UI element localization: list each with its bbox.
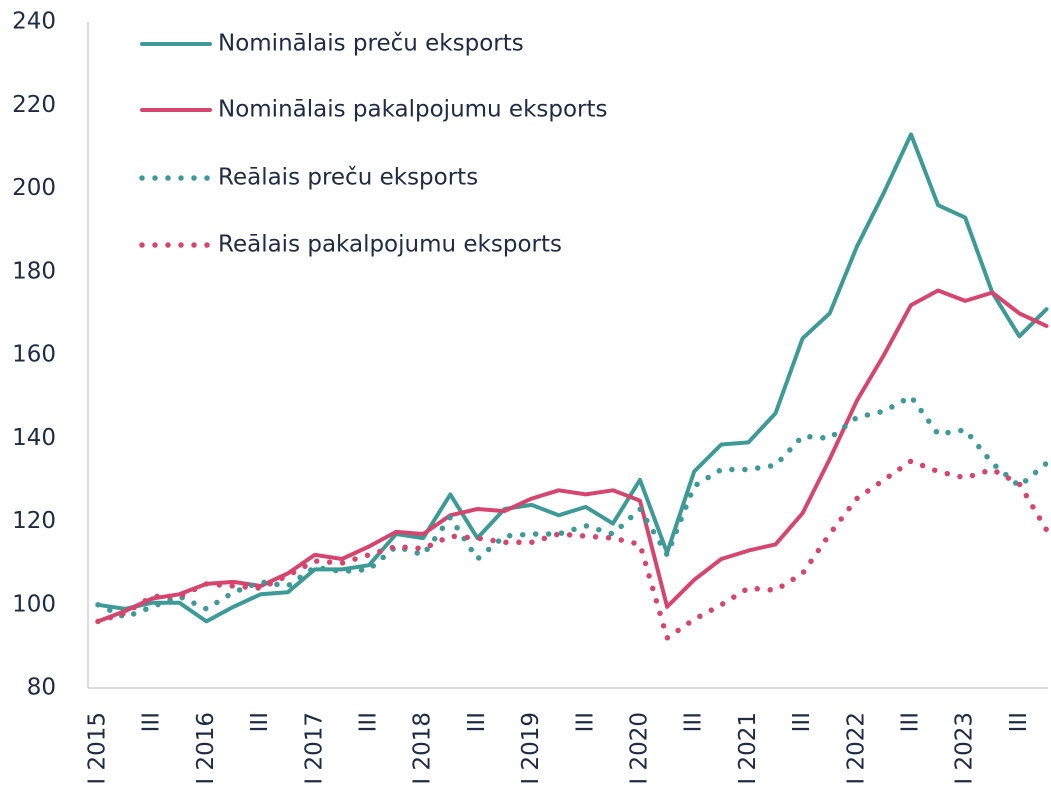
y-tick-label: 140 <box>12 425 56 451</box>
x-tick-label: III <box>139 712 165 732</box>
x-tick-label: I 2021 <box>735 712 761 785</box>
x-tick-label: I 2022 <box>843 712 869 785</box>
x-tick-label: III <box>572 712 598 732</box>
x-tick-label: I 2018 <box>410 712 436 785</box>
x-tick-label: III <box>356 712 382 732</box>
y-tick-label: 220 <box>12 92 56 118</box>
series-line <box>96 132 1049 624</box>
x-tick-label: I 2020 <box>627 712 653 785</box>
x-tick-label: III <box>898 712 924 732</box>
x-tick-label: III <box>1006 712 1032 732</box>
y-tick-label: 200 <box>12 175 56 201</box>
x-tick-label: III <box>464 712 490 732</box>
x-tick-label: III <box>789 712 815 732</box>
legend-label: Nominālais preču eksports <box>218 31 524 57</box>
y-tick-label: 180 <box>12 258 56 284</box>
x-tick-label: I 2016 <box>193 712 219 785</box>
y-tick-label: 120 <box>12 508 56 534</box>
x-tick-label: III <box>681 712 707 732</box>
x-tick-label: I 2017 <box>301 712 327 785</box>
series-line <box>95 458 1050 641</box>
x-tick-label: I 2023 <box>952 712 978 785</box>
x-tick-label: I 2019 <box>518 712 544 785</box>
legend-label: Reālais preču eksports <box>218 165 478 191</box>
legend-label: Reālais pakalpojumu eksports <box>218 232 562 258</box>
y-tick-label: 160 <box>12 342 56 368</box>
series-line <box>96 288 1049 624</box>
y-tick-label: 80 <box>27 675 56 701</box>
x-tick-label: I 2015 <box>85 712 111 785</box>
legend-label: Nominālais pakalpojumu eksports <box>218 97 608 123</box>
x-tick-label: III <box>247 712 273 732</box>
series-line <box>95 393 1050 620</box>
y-tick-label: 240 <box>12 9 56 35</box>
y-tick-label: 100 <box>12 591 56 617</box>
